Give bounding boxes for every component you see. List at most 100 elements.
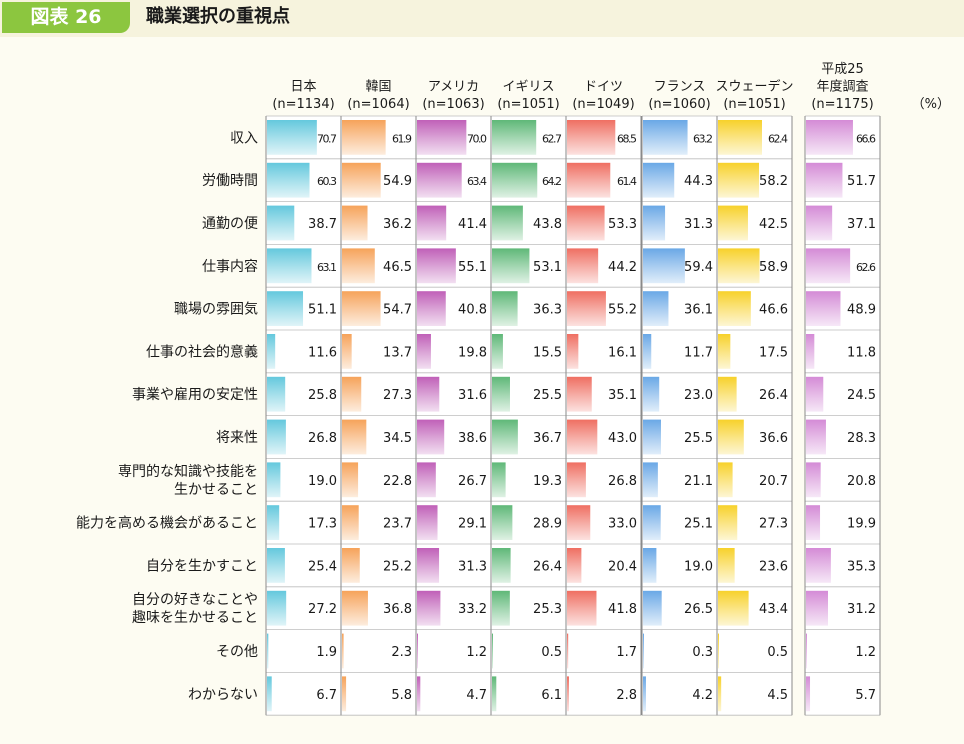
bar [718, 205, 748, 241]
bar [567, 462, 586, 498]
data-label: 61.9 [392, 132, 412, 145]
bar [567, 676, 569, 712]
category-label: 通勤の便 [202, 216, 258, 232]
category-label: 能力を高める機会があること [76, 515, 258, 532]
data-label: 27.3 [759, 517, 788, 532]
data-label: 43.0 [608, 431, 637, 446]
bar [342, 205, 368, 241]
data-label: 5.7 [855, 688, 876, 703]
category-label: 将来性 [216, 430, 258, 446]
category-label: 専門的な知識や技能を [118, 463, 258, 480]
data-label: 46.6 [759, 303, 788, 318]
bar [806, 334, 815, 369]
bar [567, 376, 592, 412]
bar [267, 676, 272, 712]
data-label: 38.7 [308, 217, 337, 232]
bar [342, 548, 360, 583]
bar [417, 633, 418, 669]
data-label: 59.4 [684, 260, 713, 275]
data-label: 33.2 [458, 602, 487, 617]
sample-size-label: (n=1064) [347, 97, 409, 112]
data-label: 11.7 [684, 345, 713, 360]
series-name-label: 韓国 [365, 80, 391, 95]
series-name-label: イギリス [502, 80, 554, 95]
data-label: 38.6 [458, 431, 487, 446]
bar [417, 376, 440, 412]
bar [718, 376, 737, 412]
bar [643, 291, 669, 326]
bar [806, 248, 851, 284]
data-label: 31.3 [684, 217, 713, 232]
bar [492, 505, 513, 540]
data-label: 43.8 [533, 217, 562, 232]
data-label: 37.1 [847, 217, 876, 232]
data-label: 25.8 [308, 388, 337, 403]
bar [806, 205, 833, 241]
figure-title: 職業選択の重視点 [146, 6, 290, 27]
sample-size-label: (n=1051) [497, 97, 559, 112]
header-bar [0, 0, 964, 37]
bar [267, 291, 304, 326]
bar [417, 205, 447, 241]
data-label: 4.2 [692, 688, 713, 703]
data-label: 15.5 [533, 345, 562, 360]
data-label: 40.8 [458, 303, 487, 318]
data-label: 25.2 [383, 559, 412, 574]
bar [567, 120, 616, 155]
data-label: 36.8 [383, 602, 412, 617]
data-label: 36.7 [533, 431, 562, 446]
data-label: 70.0 [467, 132, 487, 145]
data-label: 1.2 [855, 645, 876, 660]
bar [342, 633, 344, 669]
bar [718, 334, 731, 369]
sample-size-label: (n=1051) [723, 97, 785, 112]
bar [643, 419, 661, 455]
category-label: 自分を生かすこと [146, 558, 258, 574]
data-label: 60.3 [317, 175, 337, 188]
bar [806, 633, 807, 669]
bar [643, 334, 652, 369]
bar [567, 505, 591, 540]
bar [806, 291, 841, 326]
bar [806, 548, 831, 583]
data-label: 48.9 [847, 303, 876, 318]
category-label: 自分の好きなことや [132, 592, 258, 608]
bar [492, 590, 510, 626]
bar [806, 505, 821, 540]
data-label: 19.9 [847, 517, 876, 532]
data-label: 44.2 [608, 260, 637, 275]
bar [643, 120, 688, 155]
data-label: 4.7 [466, 688, 487, 703]
figure-badge: 図表 26 [2, 2, 130, 33]
bar [643, 505, 661, 540]
bar [417, 676, 421, 712]
bar [643, 590, 662, 626]
sample-size-label: (n=1175) [811, 97, 873, 112]
bar [718, 291, 751, 326]
data-label: 51.7 [847, 174, 876, 189]
bar [806, 419, 826, 455]
bar [342, 419, 367, 455]
data-label: 0.5 [767, 645, 788, 660]
data-label: 63.4 [467, 175, 487, 188]
data-label: 54.7 [383, 303, 412, 318]
bar [492, 676, 497, 712]
data-label: 34.5 [383, 431, 412, 446]
bar [567, 419, 598, 455]
bar [417, 462, 436, 498]
data-label: 19.8 [458, 345, 487, 360]
bar [342, 376, 362, 412]
bar [492, 548, 511, 583]
bar [567, 590, 597, 626]
data-label: 2.8 [616, 688, 637, 703]
bar [267, 334, 276, 369]
bar [718, 419, 744, 455]
bar [643, 205, 666, 241]
series-name-label: フランス [654, 80, 706, 95]
bar [643, 548, 657, 583]
bar [718, 462, 733, 498]
bar [267, 633, 269, 669]
data-label: 63.1 [317, 261, 337, 274]
bar [643, 676, 646, 712]
data-label: 24.5 [847, 388, 876, 403]
